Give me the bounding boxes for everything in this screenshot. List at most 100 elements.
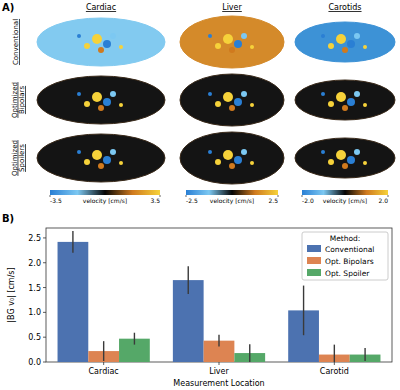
legend-entry: Conventional <box>325 245 374 254</box>
image-background <box>30 72 172 128</box>
vessel-signal <box>98 47 104 53</box>
row-label: Conventional <box>12 19 20 65</box>
vessel-signal <box>119 103 123 107</box>
vessel-signal <box>347 98 355 106</box>
body-slice <box>295 80 395 120</box>
vessel-signal <box>234 98 242 106</box>
x-tick <box>103 362 104 365</box>
mri-image <box>30 14 172 70</box>
plot-frame <box>46 228 392 362</box>
error-bar <box>334 345 335 362</box>
vessel-signal <box>342 47 348 53</box>
colorbar <box>50 190 160 195</box>
vessel-signal <box>342 163 348 169</box>
body-slice <box>180 132 284 184</box>
column-label: Cardiac <box>86 3 116 12</box>
mri-image <box>30 72 172 128</box>
colorbar-tick-label: 2.0 <box>378 197 388 204</box>
colorbar-tick-label: -2.5 <box>186 197 198 204</box>
y-tick <box>43 237 46 238</box>
vessel-signal <box>77 150 81 154</box>
image-background <box>176 14 288 70</box>
y-tick-label: 2.5 <box>28 234 41 243</box>
colorbar <box>186 190 278 195</box>
vessel-signal <box>328 159 334 165</box>
vessel-signal <box>215 101 221 107</box>
vessel-signal <box>342 105 348 111</box>
y-tick-label: 2.0 <box>28 259 41 268</box>
x-tick-label: Liver <box>209 367 229 376</box>
vessel-signal <box>84 101 90 107</box>
body-slice <box>37 18 165 66</box>
x-tick <box>334 362 335 365</box>
mri-image <box>292 72 398 128</box>
vessel-signal <box>229 105 235 111</box>
image-background <box>30 14 172 70</box>
vessel-signal <box>208 92 212 96</box>
vessel-signal <box>241 91 247 97</box>
body-slice <box>295 22 395 62</box>
body-slice <box>295 138 395 178</box>
vessel-signal <box>229 47 235 53</box>
vessel-signal <box>119 45 123 49</box>
error-bar <box>218 335 219 347</box>
vessel-signal <box>103 98 111 106</box>
vessel-signal <box>336 34 346 44</box>
y-axis-label: |BG v₀| [cm/s] <box>7 267 16 322</box>
vessel-signal <box>223 34 233 44</box>
figure: A) Cardiac Liver Carotids Conventional Optimi… <box>0 0 400 390</box>
vessel-signal <box>119 161 123 165</box>
image-background <box>292 14 398 70</box>
error-bar <box>188 266 189 294</box>
vessel-signal <box>92 34 102 44</box>
vessel-signal <box>321 92 325 96</box>
vessel-signal <box>110 149 116 155</box>
body-slice <box>37 134 165 182</box>
vessel-signal <box>328 43 334 49</box>
vessel-signal <box>354 91 360 97</box>
row-label: OptimizedSpoilers <box>11 140 27 176</box>
image-background <box>176 72 288 128</box>
error-bar <box>249 344 250 362</box>
column-label: Liver <box>222 3 242 12</box>
vessel-signal <box>321 34 325 38</box>
colorbar-label: velocity [cm/s] <box>83 197 127 205</box>
vessel-signal <box>250 161 254 165</box>
vessel-signal <box>354 33 360 39</box>
error-bar <box>72 231 73 253</box>
error-bar <box>103 341 104 361</box>
panel-label: B) <box>2 213 14 224</box>
image-background <box>292 72 398 128</box>
vessel-signal <box>208 150 212 154</box>
vessel-signal <box>363 45 367 49</box>
legend-box <box>302 232 388 280</box>
y-tick <box>43 337 46 338</box>
legend-title: Method: <box>330 234 361 243</box>
panel-label: A) <box>2 2 14 13</box>
y-tick-label: 1.5 <box>28 284 41 293</box>
vessel-signal <box>84 159 90 165</box>
vessel-signal <box>103 40 111 48</box>
body-slice <box>37 76 165 124</box>
body-slice <box>180 16 284 68</box>
vessel-signal <box>98 105 104 111</box>
mri-image <box>176 130 288 186</box>
vessel-signal <box>336 92 346 102</box>
error-bar <box>364 348 365 361</box>
vessel-signal <box>84 43 90 49</box>
vessel-signal <box>363 103 367 107</box>
y-tick <box>43 362 46 363</box>
image-background <box>176 130 288 186</box>
colorbar-tick-label: 2.5 <box>268 197 278 204</box>
column-label: Carotids <box>328 3 361 12</box>
vessel-signal <box>92 92 102 102</box>
legend: Method:ConventionalOpt. BipolarsOpt. Spo… <box>302 232 388 280</box>
mri-image <box>176 14 288 70</box>
vessel-signal <box>234 156 242 164</box>
legend-swatch <box>307 269 321 276</box>
colorbar-label: velocity [cm/s] <box>323 197 367 205</box>
vessel-signal <box>77 92 81 96</box>
mri-image <box>176 72 288 128</box>
vessel-signal <box>229 163 235 169</box>
vessel-signal <box>77 34 81 38</box>
